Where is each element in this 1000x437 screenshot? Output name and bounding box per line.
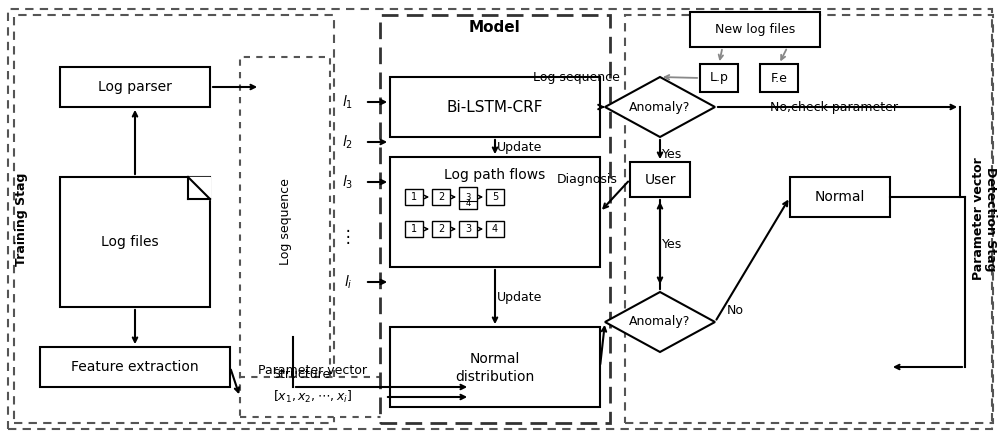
Text: Diagnosis: Diagnosis <box>557 173 618 186</box>
Text: New log files: New log files <box>715 23 795 36</box>
Text: 3: 3 <box>465 224 471 234</box>
Text: Log sequence: Log sequence <box>533 70 620 83</box>
Text: Yes: Yes <box>662 238 682 251</box>
Text: Structure: Structure <box>272 368 330 382</box>
FancyBboxPatch shape <box>630 162 690 197</box>
Text: Bi-LSTM-CRF: Bi-LSTM-CRF <box>447 100 543 114</box>
FancyBboxPatch shape <box>40 347 230 387</box>
Text: $[x_1,x_2,\cdots,x_i]$: $[x_1,x_2,\cdots,x_i]$ <box>273 389 352 405</box>
FancyBboxPatch shape <box>390 77 600 137</box>
Text: Update: Update <box>497 291 543 304</box>
Text: 4: 4 <box>465 198 471 208</box>
Polygon shape <box>605 77 715 137</box>
Text: Anomaly?: Anomaly? <box>629 101 691 114</box>
Text: 2: 2 <box>438 192 444 202</box>
Text: Parameter vector: Parameter vector <box>972 158 984 281</box>
FancyBboxPatch shape <box>690 12 820 47</box>
FancyBboxPatch shape <box>700 64 738 92</box>
FancyBboxPatch shape <box>405 189 423 205</box>
Text: Detection Stag: Detection Stag <box>984 167 996 271</box>
Text: $l_1$: $l_1$ <box>342 94 354 111</box>
Text: 1: 1 <box>411 224 417 234</box>
Text: distribution: distribution <box>455 370 535 384</box>
FancyBboxPatch shape <box>486 221 504 237</box>
FancyBboxPatch shape <box>405 221 423 237</box>
Text: No,check parameter: No,check parameter <box>770 101 898 114</box>
Text: 3: 3 <box>465 193 471 201</box>
FancyBboxPatch shape <box>432 221 450 237</box>
Text: $l_2$: $l_2$ <box>342 133 354 151</box>
Text: Training Stag: Training Stag <box>15 172 29 266</box>
Text: Anomaly?: Anomaly? <box>629 316 691 329</box>
FancyBboxPatch shape <box>432 189 450 205</box>
FancyBboxPatch shape <box>790 177 890 217</box>
Text: Log parser: Log parser <box>98 80 172 94</box>
Text: 5: 5 <box>492 192 498 202</box>
Text: 4: 4 <box>492 224 498 234</box>
Text: F.e: F.e <box>771 72 787 84</box>
Text: ⋮: ⋮ <box>340 228 356 246</box>
Text: Update: Update <box>497 141 543 153</box>
Text: Log path flows: Log path flows <box>444 168 546 182</box>
Text: $l_3$: $l_3$ <box>342 173 354 191</box>
FancyBboxPatch shape <box>459 221 477 237</box>
Text: Yes: Yes <box>662 149 682 162</box>
Text: Log sequence: Log sequence <box>278 179 292 265</box>
FancyBboxPatch shape <box>380 15 610 423</box>
Text: No: No <box>726 304 744 316</box>
FancyBboxPatch shape <box>240 57 330 387</box>
Text: $l_i$: $l_i$ <box>344 273 352 291</box>
Text: Log files: Log files <box>101 235 159 249</box>
FancyBboxPatch shape <box>240 377 385 417</box>
FancyBboxPatch shape <box>390 157 600 267</box>
Text: 2: 2 <box>438 224 444 234</box>
FancyBboxPatch shape <box>390 327 600 407</box>
FancyBboxPatch shape <box>60 177 210 307</box>
Polygon shape <box>605 292 715 352</box>
Text: L.p: L.p <box>710 72 728 84</box>
FancyBboxPatch shape <box>459 187 477 209</box>
Text: Parameter vector: Parameter vector <box>258 364 367 378</box>
Text: User: User <box>644 173 676 187</box>
FancyBboxPatch shape <box>486 189 504 205</box>
Text: Model: Model <box>469 20 521 35</box>
FancyBboxPatch shape <box>760 64 798 92</box>
Text: Feature extraction: Feature extraction <box>71 360 199 374</box>
Text: 1: 1 <box>411 192 417 202</box>
Polygon shape <box>188 177 210 199</box>
Text: Normal: Normal <box>815 190 865 204</box>
FancyBboxPatch shape <box>60 67 210 107</box>
Text: Normal: Normal <box>470 352 520 366</box>
